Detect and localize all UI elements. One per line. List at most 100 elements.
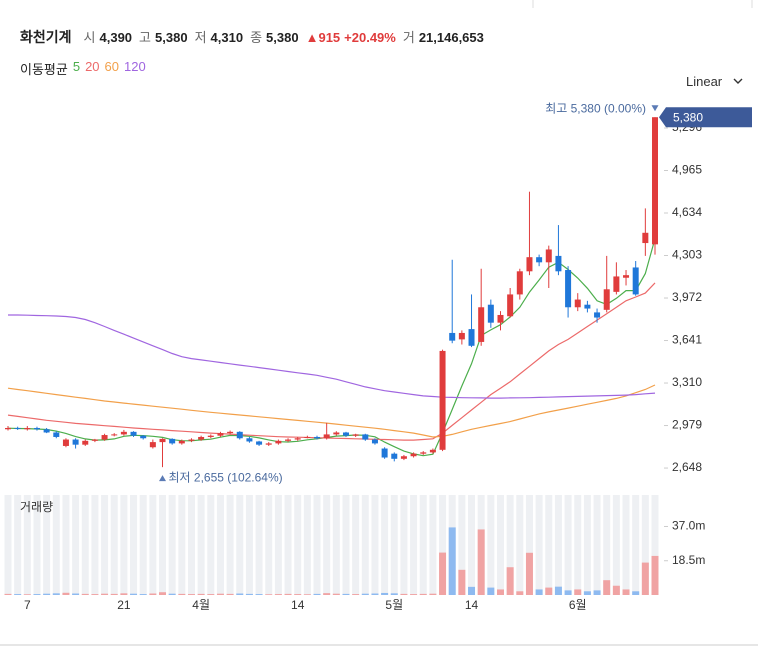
volume-column-bg [545, 495, 553, 595]
candle-body [613, 276, 620, 292]
volume-bar [458, 569, 466, 595]
volume-column-bg [313, 495, 321, 595]
volume-bar [43, 593, 51, 595]
volume-bar [23, 594, 31, 595]
candle-body [458, 332, 465, 340]
volume-column-bg [525, 495, 533, 595]
volume-bar [641, 562, 649, 595]
volume-tick-label: 18.5m [672, 553, 705, 567]
volume-column-bg [439, 495, 447, 595]
volume-column-bg [487, 495, 495, 595]
candle-body [62, 439, 69, 446]
volume-column-bg [390, 495, 398, 595]
field-value: 21,146,653 [418, 30, 484, 45]
volume-bar [265, 594, 273, 595]
volume-bar [332, 593, 340, 595]
volume-column-bg [159, 495, 167, 595]
volume-bar [149, 593, 157, 595]
field-label: 종 [250, 30, 263, 45]
candle-body [342, 432, 349, 436]
field-label: 시 [83, 30, 96, 45]
volume-column-bg [245, 495, 253, 595]
volume-title: 거래량 [20, 500, 53, 514]
candle-body [574, 299, 581, 308]
candle-body [429, 449, 436, 453]
volume-column-bg [612, 495, 620, 595]
scale-menu[interactable]: Linear [686, 74, 744, 89]
price-tick-label: 2,648 [672, 460, 702, 474]
volume-column-bg [332, 495, 340, 595]
candle-body [584, 304, 591, 309]
volume-column-bg [207, 495, 215, 595]
volume-column-bg [323, 495, 331, 595]
candle-body [72, 439, 79, 445]
volume-column-bg [294, 495, 302, 595]
volume-bar [274, 594, 282, 595]
candle-body [227, 431, 234, 434]
candle-body [140, 435, 147, 439]
candle-body [304, 436, 311, 438]
volume-bar [496, 589, 504, 595]
volume-column-bg [632, 495, 640, 595]
candle-body [265, 443, 272, 445]
field-value: 5,380 [266, 30, 299, 45]
volume-column-bg [4, 495, 12, 595]
volume-column-bg [448, 495, 456, 595]
x-tick-label: 5월 [385, 598, 403, 612]
candle-body [497, 314, 504, 323]
x-tick-label: 6월 [569, 598, 587, 612]
candle-body [333, 432, 340, 435]
volume-bar [139, 594, 147, 595]
x-tick-label: 14 [291, 598, 305, 612]
volume-column-bg [352, 495, 360, 595]
volume-bar [62, 592, 70, 595]
field-label: 저 [194, 30, 207, 45]
volume-bar [381, 592, 389, 595]
volume-column-bg [197, 495, 205, 595]
volume-bar [187, 594, 195, 595]
volume-column-bg [265, 495, 273, 595]
x-tick-label: 21 [117, 598, 131, 612]
candle-body [352, 434, 359, 436]
high-arrow [651, 105, 659, 112]
volume-bar [603, 580, 611, 595]
price-tick-label: 4,634 [672, 205, 702, 219]
candle-body [526, 257, 533, 272]
moving-average [7, 238, 656, 457]
scale-menu-label[interactable]: Linear [686, 74, 723, 89]
volume-column-bg [52, 495, 60, 595]
volume-bar [390, 593, 398, 595]
volume-column-bg [81, 495, 89, 595]
price-tag-label: 5,380 [673, 110, 703, 124]
volume-column-bg [516, 495, 524, 595]
volume-bar [226, 593, 234, 595]
volume-column-bg [342, 495, 350, 595]
volume-column-bg [583, 495, 591, 595]
volume-bar [651, 555, 659, 595]
candle-body [623, 275, 630, 278]
candle-body [275, 440, 282, 444]
volume-column-bg [91, 495, 99, 595]
volume-column-bg [255, 495, 263, 595]
candle-body [565, 270, 572, 308]
candle-body [507, 294, 514, 317]
candle-body [536, 257, 543, 263]
volume-column-bg [72, 495, 80, 595]
volume-column-bg [574, 495, 582, 595]
candle-body [314, 436, 321, 439]
price-tick-label: 3,641 [672, 333, 702, 347]
volume-bar [622, 589, 630, 595]
volume-column-bg [43, 495, 51, 595]
volume-column-bg [564, 495, 572, 595]
price-tag [659, 107, 752, 128]
volume-column-bg [284, 495, 292, 595]
price-tick-label: 3,310 [672, 375, 702, 389]
volume-column-bg [371, 495, 379, 595]
volume-column-bg [603, 495, 611, 595]
chevron[interactable] [732, 76, 744, 86]
volume-bar [506, 567, 514, 595]
volume-bar [400, 593, 408, 595]
volume-bar [632, 591, 640, 595]
